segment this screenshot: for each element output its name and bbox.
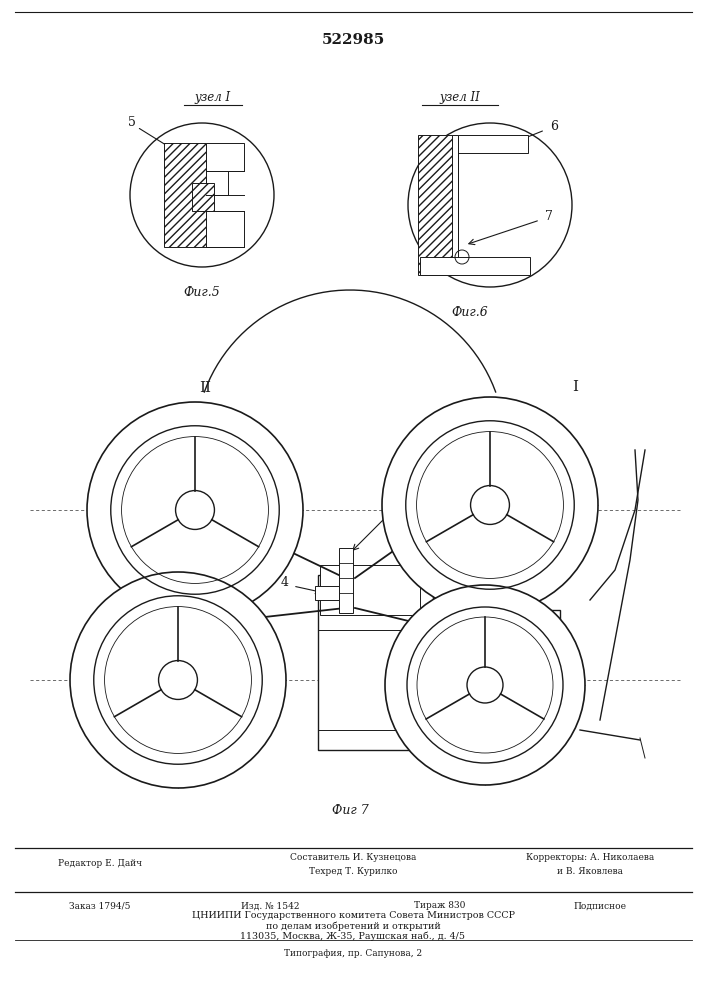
Text: Изд. № 1542: Изд. № 1542 [241, 902, 299, 910]
Bar [192, 183, 214, 211]
Circle shape [130, 123, 274, 267]
Bar [458, 135, 528, 153]
Text: Редактор Е. Дайч: Редактор Е. Дайч [58, 858, 142, 867]
Text: 522985: 522985 [322, 33, 385, 47]
Bar [320, 565, 420, 615]
Bar [452, 135, 458, 275]
Bar [206, 211, 244, 247]
Circle shape [382, 397, 598, 613]
Text: узел I: узел I [194, 91, 230, 104]
Text: Типография, пр. Сапунова, 2: Типография, пр. Сапунова, 2 [284, 948, 422, 958]
Text: 8: 8 [366, 688, 374, 702]
Text: Заказ 1794/5: Заказ 1794/5 [69, 902, 131, 910]
Circle shape [471, 486, 510, 524]
Bar [206, 171, 228, 195]
Bar [418, 135, 452, 275]
Bar [418, 135, 452, 275]
Circle shape [87, 402, 303, 618]
Text: II: II [199, 381, 211, 395]
Text: Тираж 830: Тираж 830 [414, 902, 466, 910]
Bar [206, 143, 244, 171]
Text: 5: 5 [128, 116, 136, 129]
Bar [192, 183, 214, 211]
Text: Фиг 7: Фиг 7 [332, 804, 368, 816]
Text: и В. Яковлева: и В. Яковлева [557, 867, 623, 876]
Circle shape [408, 123, 572, 287]
Bar [420, 257, 530, 275]
Text: по делам изобретений и открытий: по делам изобретений и открытий [266, 921, 440, 931]
Text: Подписное: Подписное [573, 902, 626, 910]
Circle shape [467, 667, 503, 703]
Bar [318, 610, 560, 750]
Text: 4: 4 [281, 576, 289, 589]
Circle shape [158, 661, 197, 699]
Text: 7: 7 [545, 211, 553, 224]
Circle shape [385, 585, 585, 785]
Text: Корректоры: А. Николаева: Корректоры: А. Николаева [526, 852, 654, 861]
Bar [164, 143, 206, 247]
Bar [164, 143, 206, 247]
Text: 6: 6 [550, 120, 558, 133]
Text: III: III [69, 663, 87, 677]
Text: Техред Т. Курилко: Техред Т. Курилко [309, 867, 397, 876]
Circle shape [70, 572, 286, 788]
Bar [318, 575, 433, 610]
Text: 113035, Москва, Ж-35, Раушская наб., д. 4/5: 113035, Москва, Ж-35, Раушская наб., д. … [240, 931, 465, 941]
Bar [339, 548, 353, 613]
Bar [315, 586, 339, 600]
Circle shape [175, 491, 214, 529]
Text: 1: 1 [388, 506, 396, 520]
Text: Фиг.6: Фиг.6 [452, 306, 489, 320]
Text: узел II: узел II [440, 91, 480, 104]
Text: I: I [572, 380, 578, 394]
Text: Фиг.5: Фиг.5 [184, 286, 221, 300]
Text: Составитель И. Кузнецова: Составитель И. Кузнецова [290, 852, 416, 861]
Text: ЦНИИПИ Государственного комитета Совета Министров СССР: ЦНИИПИ Государственного комитета Совета … [192, 912, 515, 920]
